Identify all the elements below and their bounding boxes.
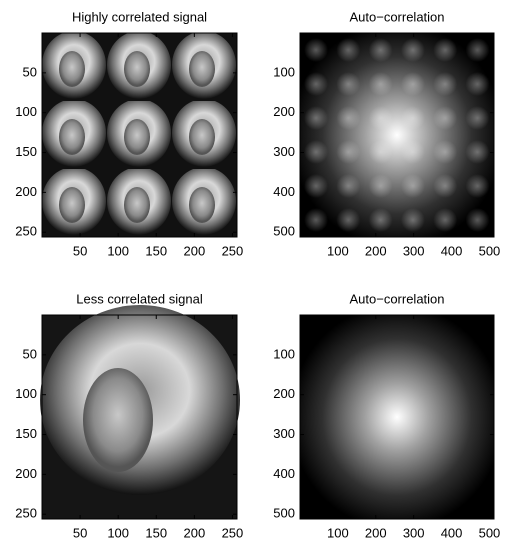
y-tick-label: 200 bbox=[273, 104, 295, 119]
image-panel-2 bbox=[300, 33, 494, 237]
x-tick-label: 400 bbox=[441, 243, 463, 258]
y-tick-label: 150 bbox=[15, 144, 37, 159]
image-panel-3 bbox=[40, 305, 240, 519]
y-tick-label: 400 bbox=[273, 466, 295, 481]
x-tick-label: 250 bbox=[222, 525, 244, 540]
y-tick-label: 200 bbox=[273, 386, 295, 401]
y-tick-label: 300 bbox=[273, 426, 295, 441]
chart-title: Auto−correlation bbox=[349, 291, 444, 306]
y-tick-label: 400 bbox=[273, 184, 295, 199]
x-tick-label: 200 bbox=[365, 525, 387, 540]
x-tick-label: 300 bbox=[403, 243, 425, 258]
y-tick-label: 100 bbox=[273, 64, 295, 79]
x-tick-label: 400 bbox=[441, 525, 463, 540]
x-tick-label: 100 bbox=[107, 243, 129, 258]
x-tick-label: 250 bbox=[222, 243, 244, 258]
x-tick-label: 500 bbox=[479, 243, 501, 258]
y-tick-label: 250 bbox=[15, 506, 37, 521]
chart-title: Less correlated signal bbox=[76, 291, 203, 306]
x-tick-label: 100 bbox=[327, 243, 349, 258]
y-tick-label: 100 bbox=[15, 386, 37, 401]
y-tick-label: 500 bbox=[273, 506, 295, 521]
x-tick-label: 150 bbox=[145, 525, 167, 540]
y-tick-label: 250 bbox=[15, 224, 37, 239]
y-tick-label: 50 bbox=[23, 64, 37, 79]
x-tick-label: 200 bbox=[183, 525, 205, 540]
y-tick-label: 300 bbox=[273, 144, 295, 159]
image-panel-1 bbox=[42, 33, 237, 237]
x-tick-label: 500 bbox=[479, 525, 501, 540]
x-tick-label: 150 bbox=[145, 243, 167, 258]
x-tick-label: 50 bbox=[73, 525, 87, 540]
chart-title: Auto−correlation bbox=[349, 9, 444, 24]
chart-title: Highly correlated signal bbox=[72, 9, 207, 24]
y-tick-label: 200 bbox=[15, 466, 37, 481]
image-panel-4 bbox=[300, 315, 494, 519]
y-tick-label: 50 bbox=[23, 346, 37, 361]
y-tick-label: 100 bbox=[15, 104, 37, 119]
x-tick-label: 300 bbox=[403, 525, 425, 540]
x-tick-label: 200 bbox=[365, 243, 387, 258]
x-tick-label: 50 bbox=[73, 243, 87, 258]
figure: Highly correlated signal 50 100 150 200 250 50… bbox=[0, 0, 507, 542]
y-tick-label: 150 bbox=[15, 426, 37, 441]
y-tick-label: 500 bbox=[273, 224, 295, 239]
x-tick-label: 100 bbox=[327, 525, 349, 540]
y-tick-label: 100 bbox=[273, 346, 295, 361]
x-tick-label: 200 bbox=[183, 243, 205, 258]
y-tick-label: 200 bbox=[15, 184, 37, 199]
x-tick-label: 100 bbox=[107, 525, 129, 540]
